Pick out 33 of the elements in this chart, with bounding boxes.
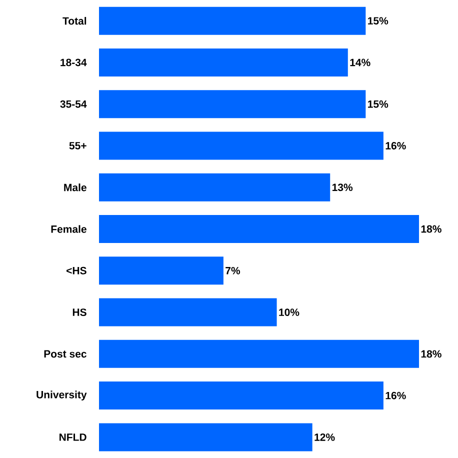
bar bbox=[99, 423, 312, 452]
y-tick-label: 35-54 bbox=[60, 100, 87, 108]
bar bbox=[99, 340, 420, 368]
bar bbox=[99, 298, 277, 326]
data-label: 18% bbox=[421, 225, 442, 233]
y-tick-label: 55+ bbox=[69, 142, 86, 150]
y-tick-label: Male bbox=[64, 184, 86, 192]
data-label: 16% bbox=[386, 392, 406, 400]
y-tick-label: Total bbox=[62, 16, 86, 25]
data-label: 15% bbox=[368, 100, 388, 108]
bar bbox=[99, 256, 224, 285]
data-label: 13% bbox=[332, 184, 353, 192]
y-tick-label: University bbox=[36, 390, 87, 400]
bar bbox=[99, 382, 384, 410]
data-label: 15% bbox=[368, 17, 388, 25]
data-label: 16% bbox=[386, 142, 406, 150]
bar bbox=[99, 132, 384, 160]
y-tick-label: Female bbox=[51, 225, 86, 233]
y-tick-label: Post sec bbox=[44, 350, 86, 358]
bar bbox=[99, 173, 330, 202]
data-label: 18% bbox=[421, 350, 442, 358]
y-tick-label: NFLD bbox=[60, 434, 86, 441]
data-label: 14% bbox=[350, 58, 370, 66]
bar bbox=[99, 90, 366, 118]
y-tick-label: <HS bbox=[66, 266, 86, 274]
y-tick-label: 18-34 bbox=[60, 58, 87, 66]
data-label: 7% bbox=[226, 266, 240, 274]
y-tick-label: HS bbox=[72, 308, 86, 316]
bar bbox=[99, 6, 366, 35]
bar bbox=[99, 48, 348, 76]
data-label: 12% bbox=[314, 433, 335, 441]
bar bbox=[99, 215, 420, 244]
data-label: 10% bbox=[279, 308, 300, 316]
